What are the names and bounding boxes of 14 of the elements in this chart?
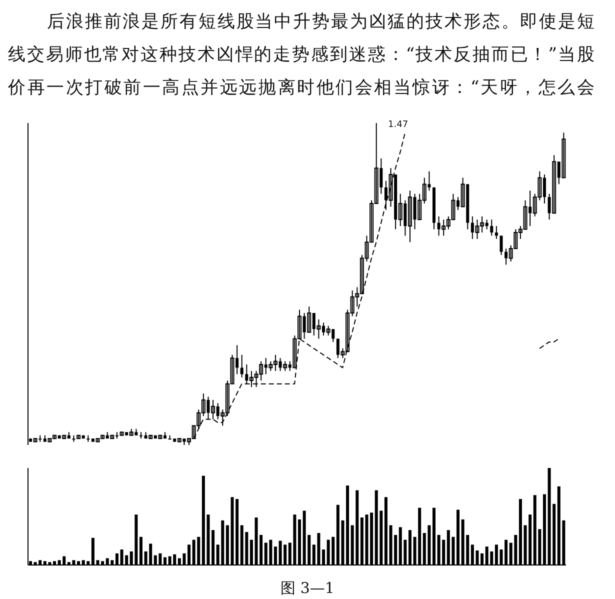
text: 线交易师也常对这种技术凶悍的走势感到迷惑：“技术反抽而已！”当股 — [8, 44, 595, 67]
text: 价再一次打破前一高点并远远抛离时他们会相当惊讶：“天呀，怎么会 — [8, 77, 595, 100]
text: 后浪推前浪是所有短线股当中升势最为凶猛的技术形态。即使是短 — [46, 11, 595, 34]
candlestick — [500, 235, 503, 256]
candlestick — [494, 226, 498, 240]
caption: 图 3—1 — [280, 579, 334, 598]
annotation: 1.47 — [388, 120, 408, 131]
candlestick — [326, 325, 330, 336]
candlestick — [240, 354, 244, 378]
candlestick — [552, 154, 556, 214]
candlestick — [562, 132, 566, 178]
candlestick — [283, 360, 288, 372]
candlestick — [490, 219, 494, 236]
candlestick — [307, 306, 312, 333]
